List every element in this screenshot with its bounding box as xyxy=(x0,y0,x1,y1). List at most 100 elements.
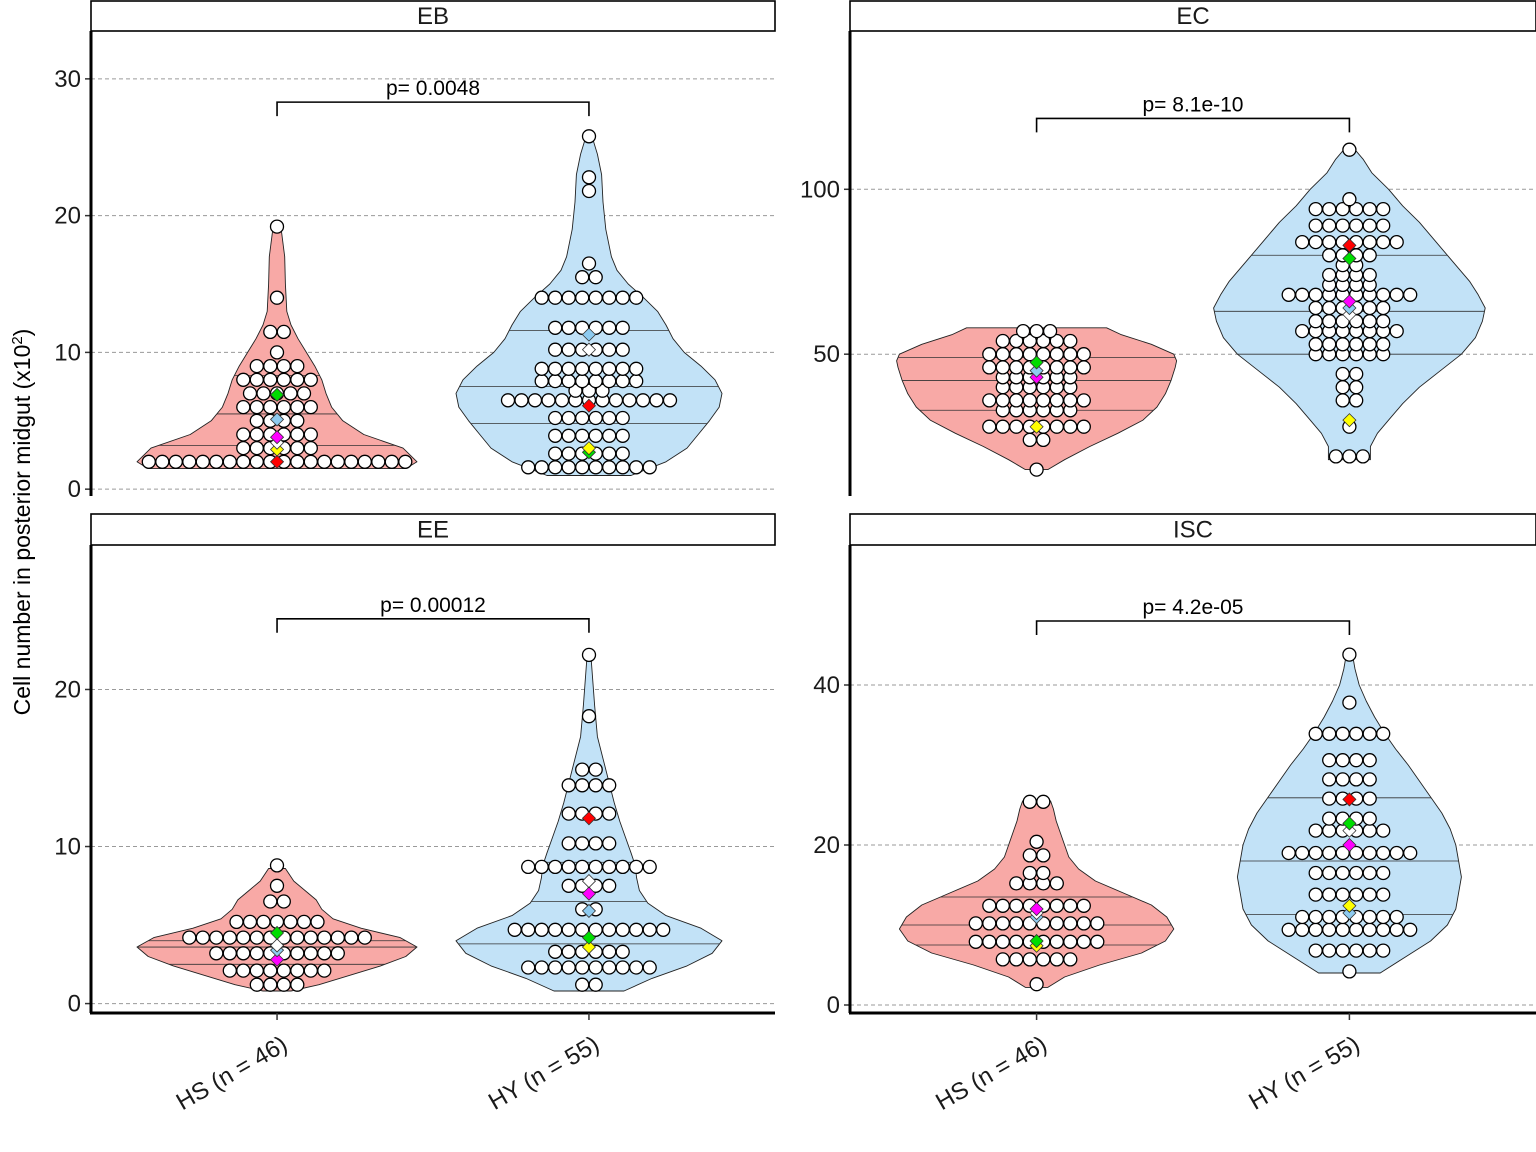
data-point xyxy=(1049,898,1064,913)
panel-strip-title: ISC xyxy=(1173,517,1213,544)
data-point xyxy=(1376,922,1391,937)
data-point xyxy=(1049,419,1064,434)
data-point xyxy=(588,859,603,875)
data-point xyxy=(1322,909,1337,925)
data-point xyxy=(1322,248,1337,263)
data-point xyxy=(1090,934,1105,949)
sample-marker xyxy=(581,327,597,342)
data-point xyxy=(1063,393,1078,408)
data-point xyxy=(236,427,251,442)
data-point xyxy=(276,358,291,374)
data-point xyxy=(1322,267,1337,283)
data-point xyxy=(1308,922,1323,937)
data-point xyxy=(1295,323,1310,339)
data-point xyxy=(1009,898,1024,913)
data-point xyxy=(1063,952,1078,967)
data-point xyxy=(1322,811,1337,826)
data-point xyxy=(290,977,305,992)
data-point xyxy=(1076,898,1091,913)
p-value-label: p= 4.2e-05 xyxy=(1142,596,1243,619)
data-point xyxy=(561,410,576,426)
data-point xyxy=(995,916,1010,931)
data-point xyxy=(155,454,170,469)
data-point xyxy=(1362,887,1377,902)
data-point xyxy=(622,393,637,408)
data-point xyxy=(995,333,1010,349)
data-point xyxy=(615,290,630,305)
data-point xyxy=(1322,753,1337,768)
data-point xyxy=(182,930,197,945)
data-point xyxy=(581,647,597,663)
data-point xyxy=(1376,887,1391,902)
data-point xyxy=(236,399,251,415)
significance-bracket xyxy=(276,618,590,633)
data-point xyxy=(1063,916,1078,931)
data-point xyxy=(1022,865,1037,881)
data-point xyxy=(1009,952,1024,967)
data-point xyxy=(1308,201,1323,217)
data-point xyxy=(276,894,291,909)
panel-strip-title: EE xyxy=(417,517,449,544)
data-point xyxy=(371,454,386,469)
data-point xyxy=(1322,943,1337,958)
sample-marker xyxy=(1342,837,1357,853)
data-point xyxy=(1036,393,1051,408)
sample-marker xyxy=(1342,898,1357,913)
data-point xyxy=(303,372,318,387)
data-point xyxy=(602,373,617,389)
data-point xyxy=(1063,898,1078,913)
data-point xyxy=(330,454,345,469)
data-point xyxy=(982,393,997,408)
data-point xyxy=(249,427,264,442)
data-point xyxy=(242,914,258,930)
data-point xyxy=(602,361,617,376)
y-tick-label: 0 xyxy=(68,991,81,1018)
sample-marker xyxy=(1342,905,1357,921)
data-point xyxy=(1376,337,1391,352)
data-point xyxy=(1281,845,1296,861)
violin-hs xyxy=(136,219,418,470)
data-point xyxy=(290,963,305,978)
data-point xyxy=(548,373,563,389)
data-point xyxy=(629,460,644,475)
data-point xyxy=(384,454,399,469)
data-point xyxy=(1389,845,1404,861)
data-point xyxy=(290,440,305,456)
data-point xyxy=(1076,419,1091,434)
data-point xyxy=(1335,393,1350,408)
data-point xyxy=(615,944,630,959)
data-point xyxy=(1322,922,1337,937)
data-point xyxy=(575,373,590,389)
data-point xyxy=(1342,647,1357,662)
data-point xyxy=(222,454,237,469)
data-point xyxy=(222,946,237,961)
data-point xyxy=(1009,393,1024,408)
data-point xyxy=(615,859,630,875)
data-point xyxy=(602,922,617,937)
data-point xyxy=(548,922,563,937)
y-tick-label: 0 xyxy=(827,992,840,1019)
sample-marker xyxy=(269,952,285,967)
data-point xyxy=(1362,248,1377,263)
data-point xyxy=(602,460,617,475)
sample-marker xyxy=(581,398,597,413)
data-point xyxy=(1342,695,1357,710)
panel-strip xyxy=(90,0,776,32)
data-point xyxy=(1376,943,1391,958)
data-point xyxy=(534,373,549,389)
data-point xyxy=(588,960,603,975)
data-point xyxy=(548,446,563,461)
data-point xyxy=(1322,791,1337,806)
data-point xyxy=(982,347,997,362)
panel-strip xyxy=(90,513,776,546)
data-point xyxy=(602,428,617,443)
data-point xyxy=(561,361,576,376)
data-point xyxy=(1295,845,1310,861)
data-point xyxy=(168,454,183,469)
data-point xyxy=(662,393,678,408)
data-point xyxy=(263,963,278,978)
data-point xyxy=(1036,952,1051,967)
data-point xyxy=(629,859,644,875)
data-point xyxy=(209,930,224,945)
data-point xyxy=(602,778,617,793)
